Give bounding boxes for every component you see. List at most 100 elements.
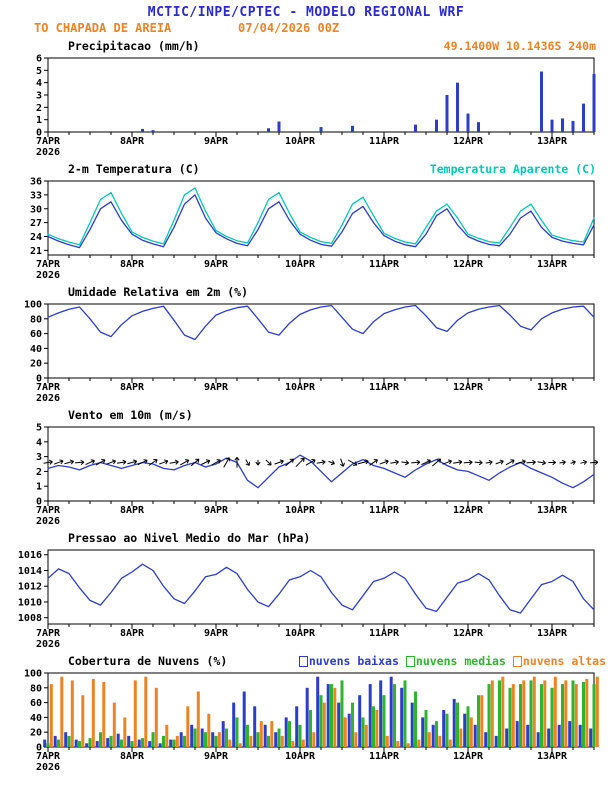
- cloud-bar-line_blue: [410, 702, 414, 747]
- cloud-bar-line_blue: [85, 743, 89, 747]
- legend-item-mid-clouds: nuvens medias: [405, 654, 506, 668]
- wind-arrow: [495, 459, 504, 465]
- cloud-bar-orange: [459, 728, 463, 747]
- cloud-bar-green: [550, 687, 554, 747]
- wind-arrow: [295, 457, 305, 468]
- cloud-bar-orange: [175, 735, 179, 747]
- header: MCTIC/INPE/CPTEC - MODELO REGIONAL WRF T…: [0, 5, 612, 38]
- cloud-bar-orange: [585, 678, 589, 747]
- cloud-bar-orange: [154, 687, 158, 747]
- precip-bar: [141, 128, 144, 132]
- cloud-bar-line_blue: [116, 733, 120, 747]
- wind-arrow: [432, 458, 442, 467]
- cloud-bar-orange: [564, 680, 568, 747]
- wind-arrow: [201, 459, 211, 465]
- cloud-bar-green: [351, 702, 354, 747]
- wind-arrow: [75, 459, 85, 465]
- y-tick-label: 1014: [18, 566, 42, 577]
- wind-arrow: [211, 459, 221, 466]
- cloud-bar-orange: [501, 676, 505, 747]
- wind-arrow: [379, 459, 389, 465]
- cloud-bar-orange: [574, 684, 578, 747]
- cloud-bar-line_blue: [526, 724, 530, 747]
- cloud-bar-line_blue: [295, 706, 299, 747]
- precip-bar: [550, 119, 554, 132]
- cloud-bar-orange: [91, 678, 95, 747]
- legend-item-high-clouds: nuvens altas: [512, 654, 606, 668]
- x-tick-label: 9APR: [204, 751, 229, 762]
- cloud-bar-line_blue: [494, 735, 498, 747]
- cloud-bar-orange: [217, 732, 221, 747]
- cloud-bar-orange: [448, 739, 452, 747]
- wind-arrow: [453, 459, 463, 465]
- panel-humidity-head: Umidade Relativa em 2m (%): [0, 284, 612, 300]
- x-axis-year-label: 2026: [36, 639, 60, 650]
- meteogram-page: MCTIC/INPE/CPTEC - MODELO REGIONAL WRF T…: [0, 5, 612, 776]
- cloud-bar-green: [309, 710, 312, 747]
- x-tick-label: 12APR: [453, 628, 484, 639]
- cloud-bar-line_blue: [137, 739, 141, 747]
- x-tick-label: 13APR: [537, 136, 568, 147]
- cloud-bar-orange: [301, 739, 305, 747]
- cloud-bar-orange: [133, 680, 137, 747]
- x-axis-year-label: 2026: [36, 270, 60, 281]
- panel-temperature-head: 2-m Temperatura (C) Temperatura Aparente…: [0, 161, 612, 177]
- cloud-bar-green: [582, 681, 585, 747]
- precip-bar: [435, 119, 438, 132]
- cloud-bar-green: [204, 732, 207, 747]
- cloud-bar-orange: [249, 735, 253, 747]
- x-tick-label: 10APR: [285, 751, 316, 762]
- high-clouds-legend-swatch: [512, 655, 522, 667]
- x-tick-label: 11APR: [369, 505, 400, 516]
- cloud-bar-line_blue: [400, 687, 404, 747]
- panel-wind-head: Vento em 10m (m/s): [0, 407, 612, 423]
- wind-chart: 0 1 2 3 4 5 7APR 8APR 9APR 10APR 11APR 12APR 13APR 20…: [36, 423, 599, 527]
- cloud-bar-orange: [70, 680, 74, 747]
- cloud-bar-green: [67, 735, 71, 747]
- precip-bar: [414, 124, 417, 132]
- cloud-bar-green: [382, 695, 386, 747]
- x-tick-label: 11APR: [369, 382, 400, 393]
- wind-arrow: [340, 458, 345, 467]
- cloud-legend: nuvens baixas nuvens medias nuvens altas: [298, 654, 606, 668]
- y-tick-label: 5: [36, 423, 42, 434]
- precip-bar: [277, 121, 281, 132]
- wind-arrow: [515, 459, 526, 465]
- y-tick-label: 2: [36, 103, 42, 114]
- wind-arrow: [116, 459, 127, 465]
- legend-item-low-clouds: nuvens baixas: [298, 654, 399, 668]
- cloud-bar-orange: [270, 721, 274, 747]
- y-tick-label: 80: [30, 314, 42, 325]
- wind-arrow: [305, 458, 316, 466]
- cloud-bar-green: [120, 739, 123, 747]
- cloud-bar-green: [393, 684, 396, 747]
- cloud-bar-line_blue: [253, 706, 257, 747]
- series-line-line_blue: [47, 194, 595, 249]
- x-tick-label: 7APR: [36, 505, 61, 516]
- plot-frame: [47, 549, 595, 625]
- apparent-temperature-label: Temperatura Aparente (C): [429, 162, 596, 176]
- station-coordinates: 49.1400W 10.1436S 240m: [443, 39, 596, 53]
- cloud-bar-line_blue: [421, 717, 425, 747]
- wind-arrow: [328, 460, 335, 466]
- y-tick-label: 1016: [18, 550, 42, 561]
- y-tick-label: 3: [36, 91, 42, 102]
- panel-pressure-head: Pressao ao Nivel Medio do Mar (hPa): [0, 530, 612, 546]
- y-tick-label: 100: [24, 669, 42, 680]
- cloud-bar-line_blue: [284, 717, 288, 747]
- y-tick-label: 0: [36, 497, 42, 508]
- panel-pressure: Pressao ao Nivel Medio do Mar (hPa) 1008…: [0, 530, 612, 653]
- y-tick-label: 6: [36, 54, 42, 65]
- cloud-bar-line_blue: [389, 676, 393, 747]
- cloud-bar-line_blue: [442, 710, 446, 747]
- x-tick-label: 9APR: [204, 382, 229, 393]
- x-tick-label: 12APR: [453, 382, 484, 393]
- cloud-bar-green: [235, 717, 239, 747]
- cloud-bar-orange: [238, 743, 242, 747]
- cloud-bar-green: [498, 680, 501, 747]
- panel-clouds: Cobertura de Nuvens (%) nuvens baixas nu…: [0, 653, 612, 776]
- wind-arrow: [390, 459, 399, 465]
- x-tick-label: 11APR: [369, 136, 400, 147]
- cloud-bar-green: [141, 738, 144, 747]
- x-tick-label: 8APR: [120, 136, 145, 147]
